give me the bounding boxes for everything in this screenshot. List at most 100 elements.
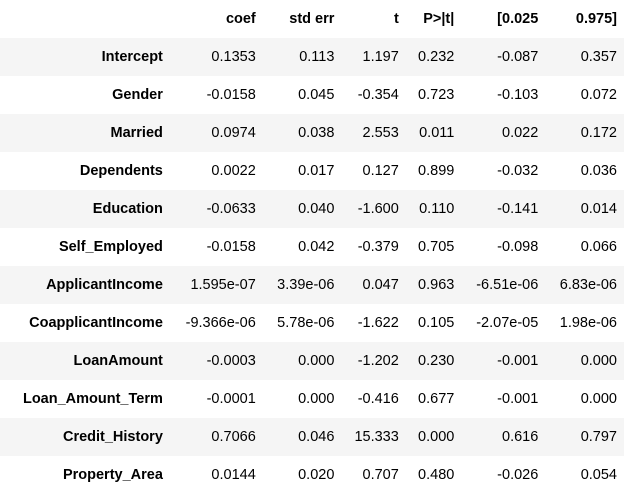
cell-ci-lower: -6.51e-06 xyxy=(476,277,539,293)
cell-std-err: 0.046 xyxy=(298,429,335,445)
cell-ci-upper: 1.98e-06 xyxy=(559,315,617,331)
cell-coef: -0.0001 xyxy=(206,391,256,407)
cell-ci-upper: 0.000 xyxy=(580,353,617,369)
row-label: Property_Area xyxy=(62,467,163,483)
header-cell-p-value: P>|t| xyxy=(423,11,455,27)
row-label: Education xyxy=(92,201,163,217)
cell-t: 1.197 xyxy=(362,49,399,65)
cell-ci-upper: 0.054 xyxy=(580,467,617,483)
table-row: Education -0.0633 0.040 -1.600 0.110 -0.141 0.… xyxy=(0,190,624,228)
row-label: Married xyxy=(110,125,163,141)
cell-t: -0.354 xyxy=(357,87,399,103)
table-row: Self_Employed -0.0158 0.042 -0.379 0.705 -0.0… xyxy=(0,228,624,266)
row-label: CoapplicantIncome xyxy=(29,315,163,331)
cell-std-err: 5.78e-06 xyxy=(277,315,335,331)
cell-std-err: 0.017 xyxy=(298,163,335,179)
cell-t: -1.622 xyxy=(357,315,399,331)
cell-coef: -0.0003 xyxy=(206,353,256,369)
cell-t: 0.127 xyxy=(362,163,399,179)
cell-std-err: 0.000 xyxy=(298,391,335,407)
cell-p-value: 0.705 xyxy=(418,239,455,255)
header-cell-t: t xyxy=(393,11,399,27)
cell-coef: 0.0144 xyxy=(211,467,256,483)
cell-ci-upper: 0.036 xyxy=(580,163,617,179)
cell-coef: 0.1353 xyxy=(211,49,256,65)
table-row: Credit_History 0.7066 0.046 15.333 0.000 0.61… xyxy=(0,418,624,456)
cell-t: 0.707 xyxy=(362,467,399,483)
cell-p-value: 0.899 xyxy=(418,163,455,179)
table-row: Intercept 0.1353 0.113 1.197 0.232 -0.087 0.35… xyxy=(0,38,624,76)
table-body: Intercept 0.1353 0.113 1.197 0.232 -0.087 0.35… xyxy=(0,38,624,494)
row-label: Intercept xyxy=(101,49,163,65)
table-row: Gender -0.0158 0.045 -0.354 0.723 -0.103 0.072 xyxy=(0,76,624,114)
table-header: coef std err t P>|t| [0.025 0.975] xyxy=(0,0,624,38)
cell-p-value: 0.110 xyxy=(419,201,455,217)
table-row: LoanAmount -0.0003 0.000 -1.202 0.230 -0.001 0… xyxy=(0,342,624,380)
cell-std-err: 0.040 xyxy=(298,201,335,217)
table-row: Dependents 0.0022 0.017 0.127 0.899 -0.032 0.0… xyxy=(0,152,624,190)
row-label: LoanAmount xyxy=(73,353,163,369)
cell-coef: 1.595e-07 xyxy=(190,277,256,293)
cell-p-value: 0.011 xyxy=(419,125,455,141)
cell-t: -1.202 xyxy=(357,353,399,369)
cell-ci-lower: -0.001 xyxy=(497,353,539,369)
cell-std-err: 0.042 xyxy=(298,239,335,255)
cell-ci-upper: 0.014 xyxy=(580,201,617,217)
header-cell-ci-lower: [0.025 xyxy=(497,11,539,27)
cell-ci-lower: -0.032 xyxy=(497,163,539,179)
row-label: Dependents xyxy=(79,163,163,179)
cell-p-value: 0.723 xyxy=(418,87,455,103)
cell-std-err: 0.020 xyxy=(298,467,335,483)
cell-coef: -0.0633 xyxy=(206,201,256,217)
cell-ci-upper: 0.066 xyxy=(580,239,617,255)
cell-t: -1.600 xyxy=(357,201,399,217)
header-cell-index xyxy=(0,0,170,38)
cell-t: 15.333 xyxy=(354,429,399,445)
cell-ci-lower: -0.001 xyxy=(497,391,539,407)
cell-coef: 0.0974 xyxy=(211,125,256,141)
cell-p-value: 0.230 xyxy=(418,353,455,369)
cell-ci-lower: -0.103 xyxy=(497,87,539,103)
table-row: CoapplicantIncome -9.366e-06 5.78e-06 -1.62… xyxy=(0,304,624,342)
cell-ci-lower: -0.026 xyxy=(497,467,539,483)
cell-coef: 0.0022 xyxy=(211,163,256,179)
cell-p-value: 0.232 xyxy=(418,49,455,65)
cell-p-value: 0.000 xyxy=(418,429,455,445)
cell-ci-upper: 0.172 xyxy=(580,125,617,141)
cell-t: 0.047 xyxy=(362,277,399,293)
row-label: Credit_History xyxy=(62,429,163,445)
cell-ci-lower: -0.141 xyxy=(497,201,539,217)
cell-std-err: 0.000 xyxy=(298,353,335,369)
cell-ci-upper: 6.83e-06 xyxy=(559,277,617,293)
cell-p-value: 0.480 xyxy=(418,467,455,483)
cell-coef: -0.0158 xyxy=(206,87,256,103)
row-label: ApplicantIncome xyxy=(46,277,163,293)
cell-coef: -0.0158 xyxy=(206,239,256,255)
table-row: Property_Area 0.0144 0.020 0.707 0.480 -0.026… xyxy=(0,456,624,494)
cell-ci-lower: -2.07e-05 xyxy=(476,315,539,331)
header-cell-coef: coef xyxy=(225,11,256,27)
cell-std-err: 3.39e-06 xyxy=(277,277,335,293)
cell-std-err: 0.045 xyxy=(298,87,335,103)
cell-ci-lower: 0.616 xyxy=(502,429,539,445)
cell-p-value: 0.105 xyxy=(418,315,455,331)
cell-ci-lower: -0.087 xyxy=(497,49,539,65)
cell-ci-lower: 0.022 xyxy=(502,125,539,141)
table-row: ApplicantIncome 1.595e-07 3.39e-06 0.047 0.9… xyxy=(0,266,624,304)
header-row: coef std err t P>|t| [0.025 0.975] xyxy=(0,0,624,38)
cell-t: -0.416 xyxy=(357,391,399,407)
row-label: Loan_Amount_Term xyxy=(22,391,163,407)
table-row: Loan_Amount_Term -0.0001 0.000 -0.416 0.677 -… xyxy=(0,380,624,418)
cell-ci-upper: 0.357 xyxy=(580,49,617,65)
cell-std-err: 0.038 xyxy=(298,125,335,141)
cell-coef: 0.7066 xyxy=(211,429,256,445)
cell-p-value: 0.677 xyxy=(418,391,455,407)
table-row: Married 0.0974 0.038 2.553 0.011 0.022 0.172 xyxy=(0,114,624,152)
header-cell-ci-upper: 0.975] xyxy=(575,11,617,27)
cell-ci-upper: 0.000 xyxy=(580,391,617,407)
cell-std-err: 0.113 xyxy=(299,49,335,65)
cell-p-value: 0.963 xyxy=(418,277,455,293)
cell-ci-upper: 0.072 xyxy=(580,87,617,103)
header-cell-std-err: std err xyxy=(289,11,335,27)
